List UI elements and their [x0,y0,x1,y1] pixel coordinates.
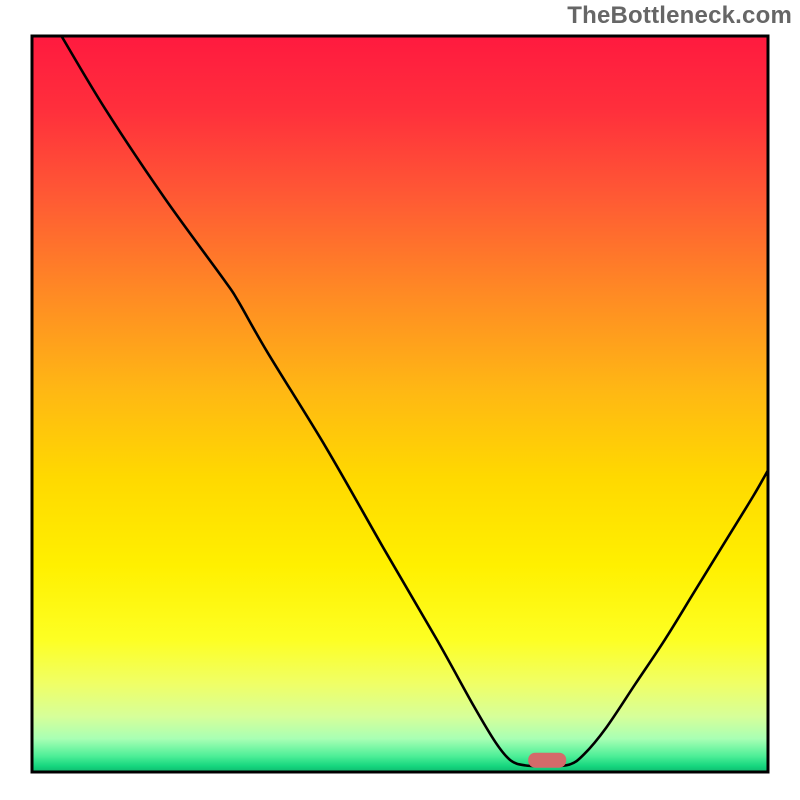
figure-root: TheBottleneck.com [0,0,800,800]
plot-background [32,36,768,772]
attribution-text: TheBottleneck.com [567,2,792,30]
optimum-marker [528,753,566,768]
chart-canvas [0,0,800,800]
